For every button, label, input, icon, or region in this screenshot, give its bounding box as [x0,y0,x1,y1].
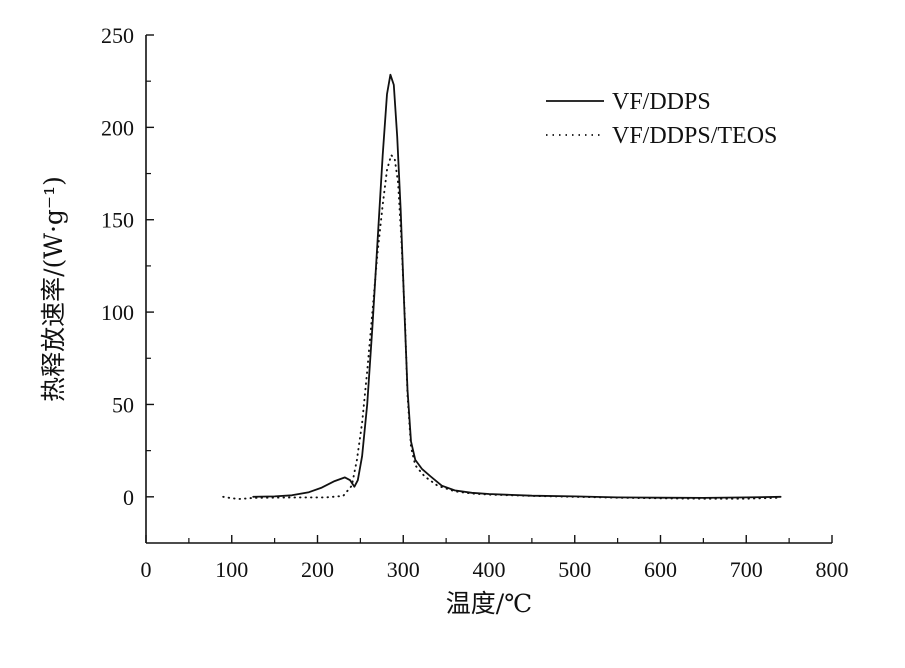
legend-label-vf-ddps-teos: VF/DDPS/TEOS [612,123,777,149]
x-tick-label: 600 [644,557,677,582]
x-tick-label: 300 [387,557,420,582]
y-axis-ticks: 0 50 100 150 200 250 [101,23,154,510]
y-tick-label: 250 [101,23,134,48]
y-tick-label: 0 [123,485,134,510]
x-tick-label: 0 [141,557,152,582]
x-tick-label: 700 [730,557,763,582]
series-line-vf-ddps-teos [222,154,782,500]
plot-axes-frame [145,35,832,544]
x-tick-label: 400 [473,557,506,582]
y-tick-label: 100 [101,300,134,325]
legend: VF/DDPS VF/DDPS/TEOS [546,89,777,149]
y-tick-label: 150 [101,208,134,233]
x-tick-label: 200 [301,557,334,582]
series-layer [222,73,782,500]
y-tick-label: 50 [112,392,134,417]
y-axis-title: 热释放速率/(W·g⁻¹) [39,176,68,402]
legend-label-vf-ddps: VF/DDPS [612,89,711,115]
x-tick-label: 100 [215,557,248,582]
x-tick-label: 800 [816,557,849,582]
series-line-vf-ddps [252,73,782,499]
y-tick-label: 200 [101,115,134,140]
x-tick-label: 500 [558,557,591,582]
x-axis-ticks: 0 100 200 300 400 500 600 700 800 [141,535,849,582]
x-axis-title: 温度/℃ [446,589,532,618]
